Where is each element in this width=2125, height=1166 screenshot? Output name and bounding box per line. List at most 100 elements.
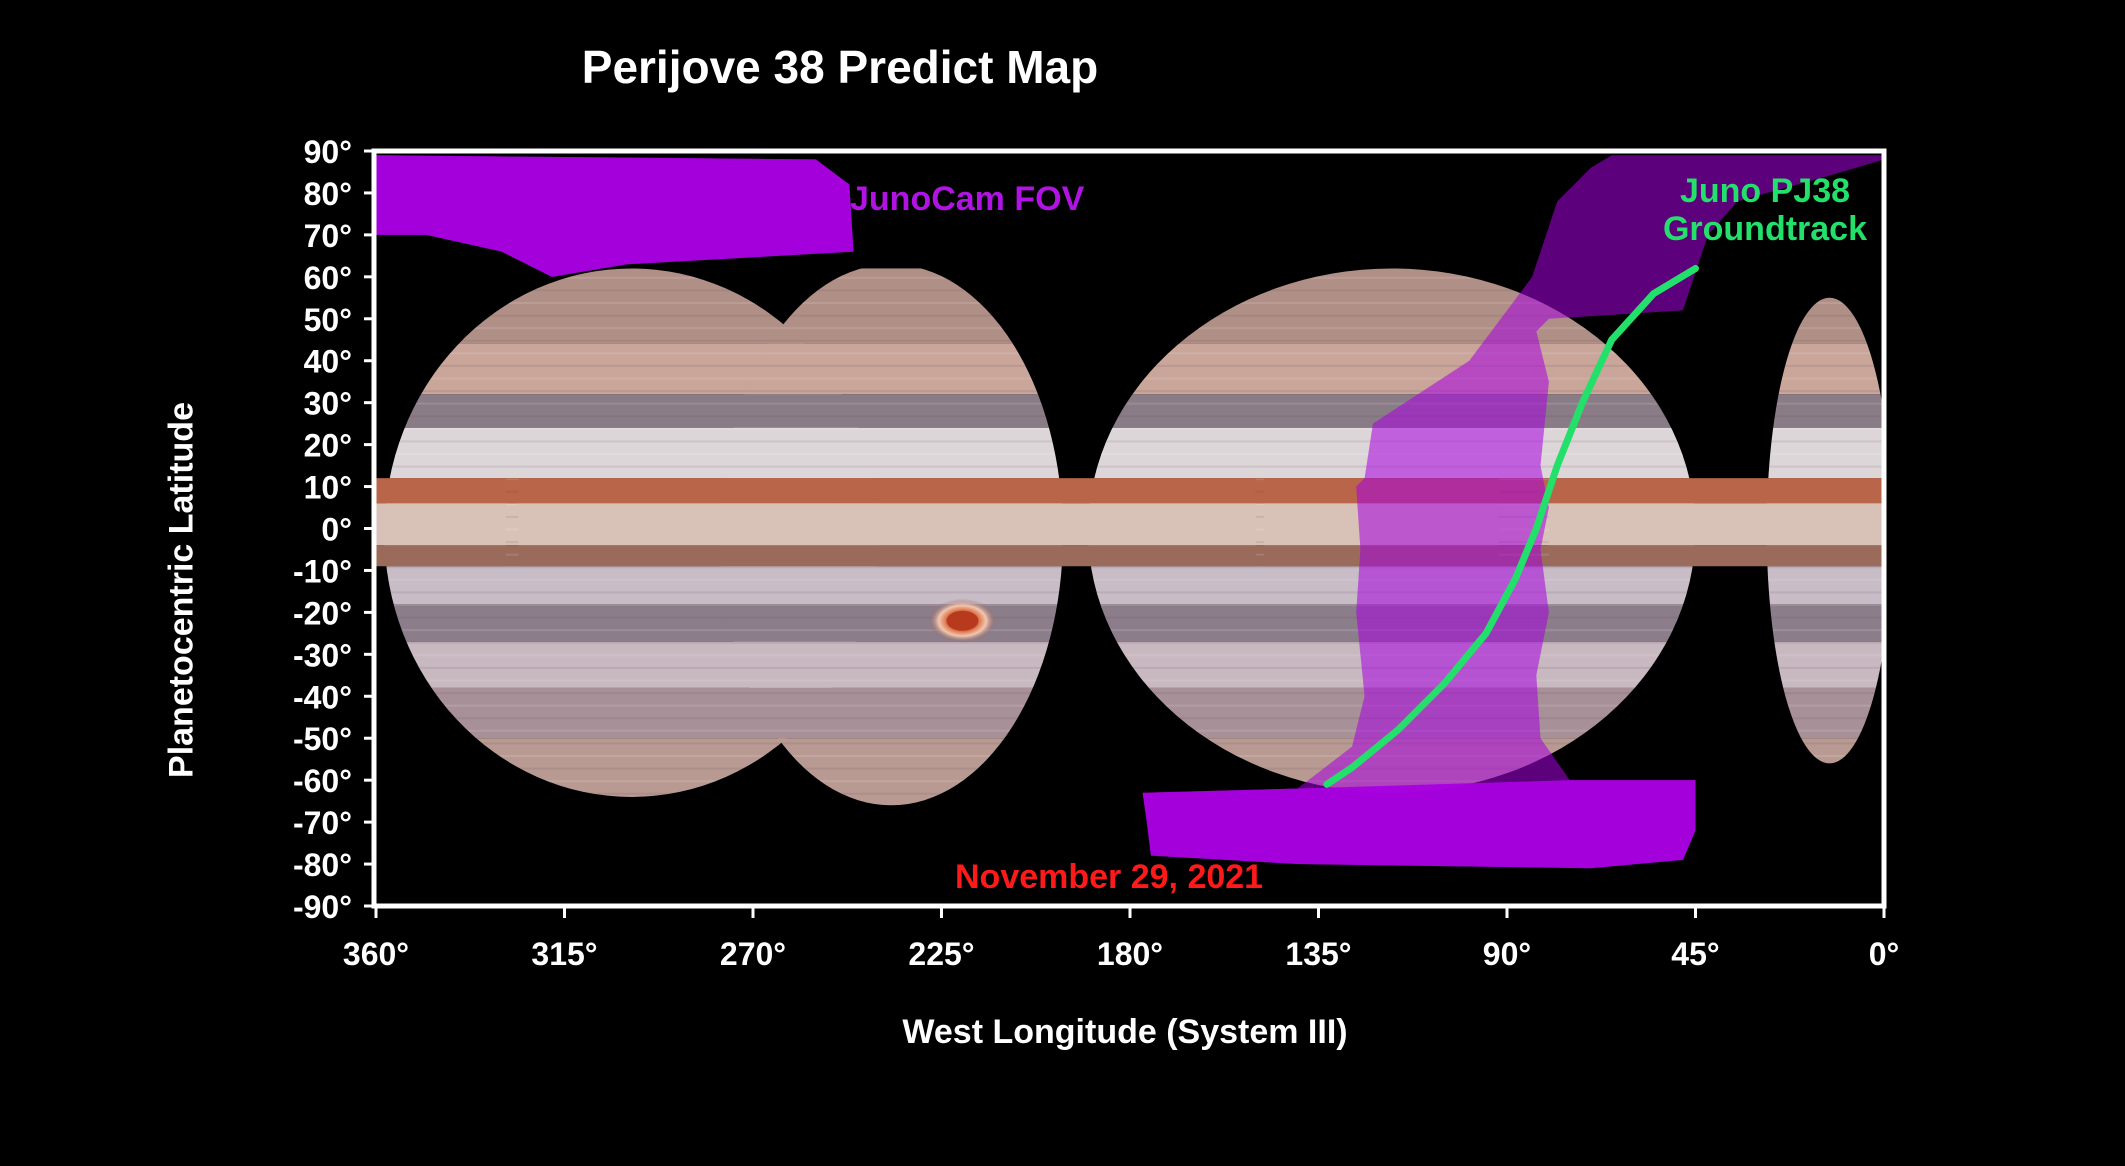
band-texture [719, 654, 1063, 657]
band-texture [384, 302, 879, 304]
band-texture [384, 440, 879, 443]
y-tick-label: -60° [293, 763, 352, 799]
great-red-spot-core [946, 610, 979, 631]
band-texture [384, 390, 879, 393]
band-texture [719, 591, 1063, 594]
band-texture [1766, 377, 1884, 380]
band-texture [1766, 604, 1884, 606]
band-texture [1767, 780, 1893, 782]
band-texture [719, 566, 1063, 569]
band-texture [719, 276, 1063, 279]
cloud-band [1766, 297, 1884, 344]
band-texture [719, 767, 1063, 770]
strip-band [1548, 503, 1780, 546]
map-title: Perijove 38 Predict Map [581, 41, 1099, 93]
band-texture [1088, 402, 1696, 405]
y-tick-label: 70° [304, 218, 352, 254]
band-texture [1766, 415, 1884, 418]
band-texture [384, 767, 879, 770]
cloud-band [1766, 427, 1884, 479]
band-texture [384, 780, 879, 783]
jupiter-mosaic [376, 268, 1893, 806]
cloud-band [719, 687, 1063, 739]
cloud-band [719, 641, 1063, 688]
band-texture [1766, 679, 1884, 682]
band-texture [384, 352, 879, 355]
cloud-band [719, 394, 1063, 428]
y-tick-label: -80° [293, 847, 352, 883]
band-texture [384, 629, 879, 632]
cloud-band [719, 427, 1063, 479]
band-texture [719, 679, 1063, 682]
cloud-band [1766, 641, 1884, 688]
band-texture [1766, 339, 1884, 342]
x-tick-label: 135° [1285, 936, 1351, 972]
band-texture [1766, 566, 1884, 569]
band-texture [719, 402, 1063, 405]
band-texture [1767, 277, 1893, 279]
band-texture [719, 629, 1063, 632]
band-texture [1766, 591, 1884, 594]
band-texture [719, 692, 1063, 695]
band-texture [1767, 793, 1893, 795]
cloud-band [1766, 343, 1884, 395]
strip-band [518, 503, 837, 546]
y-tick-label: 20° [304, 428, 352, 464]
x-tick-label: 360° [343, 936, 409, 972]
groundtrack-label-line2: Groundtrack [1662, 210, 1868, 248]
band-texture [719, 742, 1063, 745]
strip-band [1548, 545, 1780, 567]
band-texture [384, 427, 879, 430]
band-texture [1766, 755, 1884, 757]
band-texture [719, 604, 1063, 606]
band-texture [1766, 314, 1884, 317]
band-texture [1766, 666, 1884, 669]
band-texture [719, 792, 1063, 795]
groundtrack-label: Juno PJ38 Groundtrack [1650, 172, 1880, 248]
band-texture [719, 289, 1063, 292]
band-texture [719, 327, 1063, 330]
band-texture [719, 755, 1063, 757]
band-texture [719, 729, 1063, 732]
band-texture [1088, 327, 1696, 330]
y-tick-label: -90° [293, 889, 352, 925]
band-texture [719, 314, 1063, 317]
band-texture [1088, 276, 1696, 279]
date-label: November 29, 2021 [955, 858, 1264, 896]
band-texture [384, 339, 879, 342]
band-texture [1088, 352, 1696, 355]
band-texture [1088, 314, 1696, 317]
band-texture [1767, 289, 1893, 291]
x-axis-ticks: 360° 315° 270° 225° 180° 135° 90° 45° 0° [343, 906, 1899, 972]
band-texture [384, 276, 879, 279]
y-tick-label: -10° [293, 553, 352, 589]
band-texture [384, 616, 879, 619]
band-texture [384, 704, 879, 707]
band-texture [719, 465, 1063, 468]
band-texture [1766, 402, 1884, 405]
band-texture [719, 453, 1063, 455]
band-texture [719, 302, 1063, 304]
band-texture [1766, 629, 1884, 632]
equatorial-strip [376, 478, 1884, 567]
cloud-band [719, 566, 1063, 604]
band-texture [384, 729, 879, 732]
y-tick-label: 0° [321, 512, 352, 548]
x-axis-label: West Longitude (System III) [902, 1013, 1348, 1051]
y-axis-ticks: 90° 80° 70° 60° 50° 40° 30° 20° 10° 0° -10° -20° -30… [293, 134, 376, 925]
band-texture [384, 755, 879, 757]
groundtrack-label-line1: Juno PJ38 [1679, 172, 1851, 210]
y-tick-label: -20° [293, 595, 352, 631]
band-texture [719, 339, 1063, 342]
strip-band [1109, 545, 1256, 567]
strip-band [836, 503, 1110, 546]
band-texture [719, 440, 1063, 443]
band-texture [1766, 641, 1884, 644]
band-texture [384, 402, 879, 405]
y-tick-label: -40° [293, 679, 352, 715]
band-texture [1766, 440, 1884, 443]
band-texture [384, 591, 879, 594]
band-texture [384, 666, 879, 669]
y-axis-label: Planetocentric Latitude [162, 402, 201, 778]
